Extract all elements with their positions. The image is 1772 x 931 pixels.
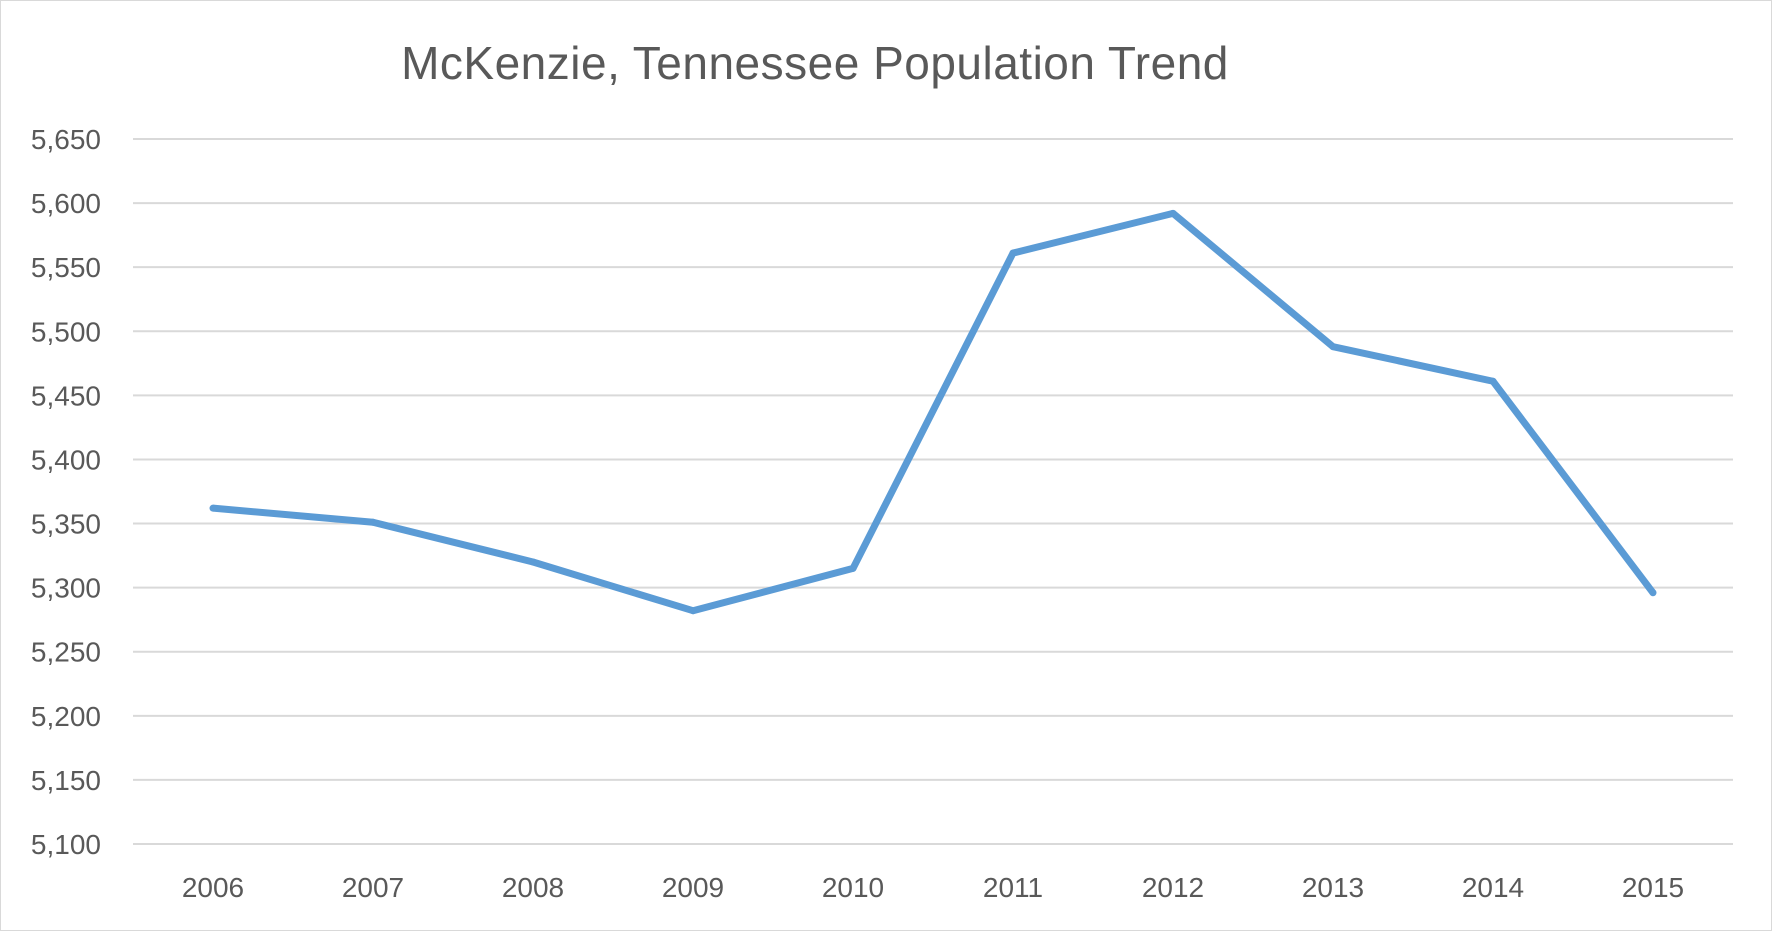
data-point: [1489, 377, 1497, 385]
y-tick-label: 5,650: [31, 124, 101, 155]
y-tick-label: 5,400: [31, 444, 101, 475]
data-point: [689, 607, 697, 615]
x-tick-label: 2008: [502, 872, 564, 903]
x-tick-label: 2007: [342, 872, 404, 903]
data-point: [529, 558, 537, 566]
x-tick-label: 2006: [182, 872, 244, 903]
y-tick-label: 5,150: [31, 765, 101, 796]
y-tick-label: 5,600: [31, 188, 101, 219]
data-point: [1649, 589, 1657, 597]
data-point: [1169, 209, 1177, 217]
y-tick-label: 5,100: [31, 829, 101, 860]
x-tick-label: 2013: [1302, 872, 1364, 903]
x-tick-label: 2010: [822, 872, 884, 903]
y-tick-label: 5,250: [31, 637, 101, 668]
data-point: [1009, 249, 1017, 257]
series-line: [212, 209, 1656, 615]
x-tick-label: 2015: [1622, 872, 1684, 903]
data-point: [1329, 343, 1337, 351]
x-tick-label: 2011: [983, 872, 1043, 903]
y-tick-label: 5,550: [31, 252, 101, 283]
y-tick-label: 5,350: [31, 509, 101, 540]
chart-title: McKenzie, Tennessee Population Trend: [401, 37, 1229, 89]
x-tick-label: 2014: [1462, 872, 1524, 903]
y-tick-label: 5,300: [31, 573, 101, 604]
y-tick-label: 5,450: [31, 380, 101, 411]
data-point: [369, 518, 377, 526]
data-point: [849, 564, 857, 572]
data-point: [209, 504, 217, 512]
y-tick-label: 5,500: [31, 316, 101, 347]
x-tick-label: 2012: [1142, 872, 1204, 903]
x-tick-label: 2009: [662, 872, 724, 903]
y-tick-label: 5,200: [31, 701, 101, 732]
